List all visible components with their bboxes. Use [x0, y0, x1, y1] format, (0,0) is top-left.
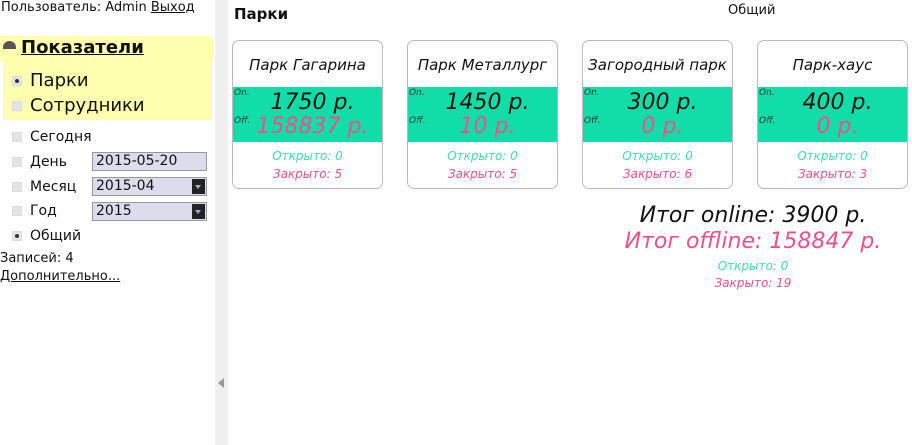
dropdown-arrow-icon[interactable]: [192, 204, 205, 219]
park-name: Парк-хаус: [792, 56, 873, 74]
dropdown-arrow-icon[interactable]: [192, 179, 205, 194]
park-card[interactable]: Парк Металлург On. Off. 1450 р. 10 р. От…: [407, 40, 558, 189]
revenue-band: On. Off. 1750 р. 158837 р.: [233, 87, 382, 142]
revenue-band: On. Off. 1450 р. 10 р.: [408, 87, 557, 142]
total-online: Итог online: 3900 р.: [639, 203, 867, 228]
open-count: Открыто: 0: [447, 149, 518, 163]
more-link[interactable]: Дополнительно...: [0, 269, 121, 284]
total-offline: Итог offline: 158847 р.: [624, 229, 882, 254]
park-name: Парк Металлург: [417, 56, 548, 74]
year-select[interactable]: 2015: [92, 202, 207, 221]
radio-icon[interactable]: [12, 206, 22, 216]
open-count: Открыто: 0: [622, 149, 693, 163]
offline-label: Off.: [234, 116, 251, 126]
radio-month[interactable]: Месяц: [12, 179, 76, 195]
radio-icon[interactable]: [12, 157, 22, 167]
radio-icon[interactable]: [12, 231, 22, 241]
offline-revenue: 10 р.: [459, 114, 516, 139]
radio-parks[interactable]: Парки: [12, 70, 89, 91]
offline-label: Off.: [584, 116, 601, 126]
radio-day[interactable]: День: [12, 154, 67, 170]
indicators-header: Показатели: [0, 36, 213, 61]
period-mode: Общий: [728, 3, 776, 18]
offline-revenue: 0 р.: [641, 114, 684, 139]
closed-count: Закрыто: 6: [622, 167, 693, 181]
closed-count: Закрыто: 5: [447, 167, 518, 181]
online-label: On.: [759, 88, 775, 98]
radio-icon[interactable]: [12, 132, 22, 142]
open-count: Открыто: 0: [272, 149, 343, 163]
total-closed: Закрыто: 19: [714, 276, 792, 290]
radio-icon[interactable]: [12, 75, 22, 86]
offline-label: Off.: [409, 116, 426, 126]
open-count: Открыто: 0: [797, 149, 868, 163]
main-content: Парки Общий Парк Гагарина On. Off. 1750 …: [228, 0, 912, 445]
online-revenue: 1750 р.: [270, 90, 355, 115]
offline-revenue: 0 р.: [816, 114, 859, 139]
radio-year[interactable]: Год: [12, 203, 57, 219]
park-card[interactable]: Парк Гагарина On. Off. 1750 р. 158837 р.…: [232, 40, 383, 189]
type-selector: [3, 61, 212, 120]
online-label: On.: [234, 88, 250, 98]
month-select[interactable]: 2015-04: [92, 177, 207, 196]
revenue-band: On. Off. 400 р. 0 р.: [758, 87, 907, 142]
online-revenue: 1450 р.: [445, 90, 530, 115]
radio-employees[interactable]: Сотрудники: [12, 95, 145, 116]
park-card[interactable]: Парк-хаус On. Off. 400 р. 0 р. Открыто: …: [757, 40, 908, 189]
radio-today[interactable]: Сегодня: [12, 129, 92, 145]
radio-icon[interactable]: [12, 182, 22, 192]
indicators-link[interactable]: Показатели: [21, 37, 144, 58]
online-revenue: 300 р.: [627, 90, 698, 115]
radio-icon[interactable]: [12, 100, 22, 111]
offline-revenue: 158837 р.: [256, 114, 369, 139]
online-revenue: 400 р.: [802, 90, 873, 115]
logout-link[interactable]: Выход: [150, 0, 195, 15]
collapse-arrow-icon[interactable]: [218, 378, 224, 388]
day-input[interactable]: 2015-05-20: [92, 152, 207, 171]
page-title: Парки: [234, 5, 289, 23]
user-info: Пользователь: Admin Выход: [1, 0, 195, 15]
online-label: On.: [409, 88, 425, 98]
park-name: Парк Гагарина: [249, 56, 366, 74]
total-open: Открыто: 0: [717, 259, 789, 273]
park-name: Загородный парк: [588, 56, 727, 74]
sidebar-splitter[interactable]: [215, 0, 228, 445]
radio-total[interactable]: Общий: [12, 228, 81, 244]
records-count: Записей: 4: [0, 251, 74, 266]
sidebar: Пользователь: Admin Выход Показатели Пар…: [0, 0, 215, 445]
gauge-icon: [3, 41, 16, 49]
park-card[interactable]: Загородный парк On. Off. 300 р. 0 р. Отк…: [582, 40, 733, 189]
online-label: On.: [584, 88, 600, 98]
closed-count: Закрыто: 5: [272, 167, 343, 181]
offline-label: Off.: [759, 116, 776, 126]
revenue-band: On. Off. 300 р. 0 р.: [583, 87, 732, 142]
closed-count: Закрыто: 3: [797, 167, 868, 181]
